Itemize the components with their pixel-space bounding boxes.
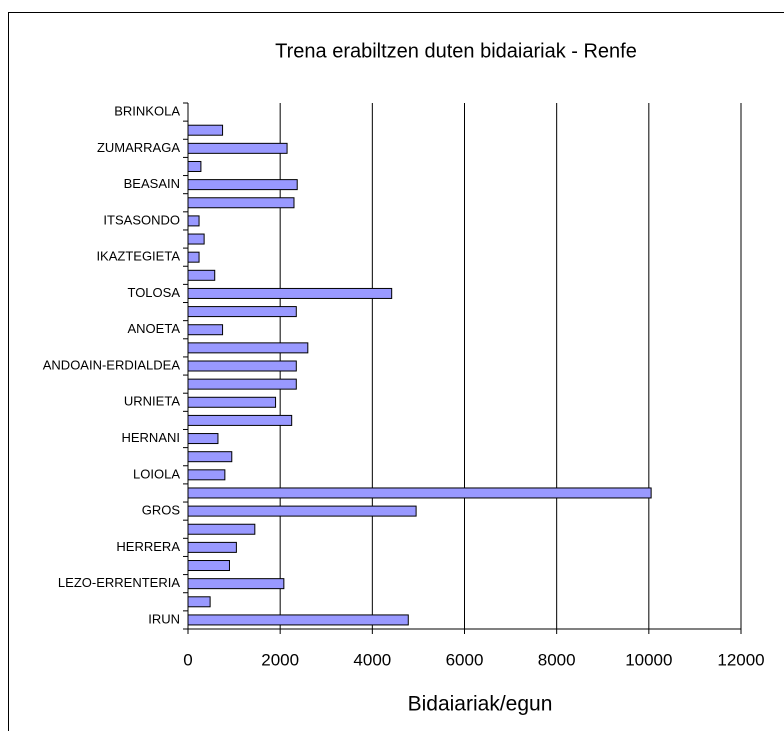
y-tick-label: IKAZTEGIETA xyxy=(96,249,180,264)
y-tick-label: ZUMARRAGA xyxy=(97,140,180,155)
bar xyxy=(187,541,237,553)
bar xyxy=(187,360,297,372)
y-tick-label: HERNANI xyxy=(121,430,180,445)
x-tick-label: 4000 xyxy=(353,650,391,669)
bar xyxy=(187,433,219,445)
y-tick-label: BEASAIN xyxy=(124,176,180,191)
bar xyxy=(187,451,233,463)
y-tick-label: ANOETA xyxy=(128,321,181,336)
bar xyxy=(187,560,230,572)
x-axis-label: Bidaiariak/egun xyxy=(408,693,553,716)
bar xyxy=(187,469,226,481)
y-tick-label: GROS xyxy=(142,503,181,518)
y-tick-label: ITSASONDO xyxy=(103,212,180,227)
y-tick-label: IRUN xyxy=(148,611,180,626)
frame xyxy=(8,12,784,731)
bar xyxy=(187,324,224,336)
y-tick-label: TOLOSA xyxy=(127,285,180,300)
bar xyxy=(187,487,652,499)
bar xyxy=(187,251,200,263)
bar xyxy=(187,215,200,227)
bar xyxy=(187,124,224,136)
y-tick-label: LEZO-ERRENTERIA xyxy=(58,575,180,590)
bar xyxy=(187,396,277,408)
bar xyxy=(187,160,202,172)
bar xyxy=(187,179,298,191)
bar xyxy=(187,578,285,590)
x-tick-label: 0 xyxy=(183,650,192,669)
y-tick-label: HERRERA xyxy=(116,539,180,554)
y-tick-label: URNIETA xyxy=(124,394,180,409)
x-tick-label: 10000 xyxy=(625,650,672,669)
y-tick-label: LOIOLA xyxy=(133,466,180,481)
chart-title: Trena erabiltzen duten bidaiariak - Renf… xyxy=(275,40,637,62)
y-tick-label: ANDOAIN-ERDIALDEA xyxy=(43,357,181,372)
x-tick-label: 2000 xyxy=(261,650,299,669)
bar xyxy=(187,342,309,354)
bar xyxy=(187,523,256,535)
x-tick-label: 6000 xyxy=(446,650,484,669)
bar xyxy=(187,233,205,245)
bar xyxy=(187,414,293,426)
bar xyxy=(187,378,297,390)
bar xyxy=(187,596,211,608)
bar xyxy=(187,306,297,318)
bar xyxy=(187,269,216,281)
x-tick-label: 8000 xyxy=(538,650,576,669)
y-tick-label: BRINKOLA xyxy=(114,104,180,119)
bar xyxy=(187,197,295,209)
bar xyxy=(187,287,393,299)
bar xyxy=(187,614,409,626)
bar xyxy=(187,505,417,517)
bar xyxy=(187,142,288,154)
x-tick-label: 12000 xyxy=(717,650,764,669)
